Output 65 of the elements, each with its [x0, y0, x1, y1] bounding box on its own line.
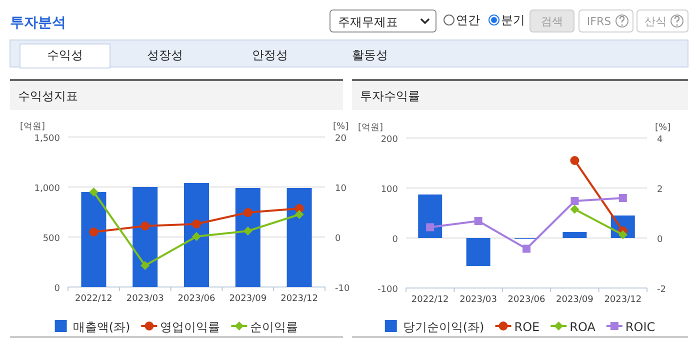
y2-tick-label: -10: [335, 284, 350, 294]
y-tick-label: 1,000: [34, 184, 60, 194]
y2-axis-title: [%]: [333, 122, 349, 132]
point: [192, 220, 201, 228]
y-tick-label: 200: [380, 135, 398, 145]
y-tick-label: 0: [392, 235, 398, 245]
page-header: 투자분석 주재무제표 연간 분기 검색 IFRS 산식 수익성 성장성 안정성 활동성: [10, 10, 688, 68]
bar: [562, 232, 587, 238]
legend-label: ROE: [514, 320, 540, 334]
y-axis-title: [억원]: [20, 122, 46, 132]
y2-tick-label: 0: [657, 235, 663, 245]
x-tick-label: 2022/12: [75, 294, 112, 304]
point: [570, 204, 580, 214]
x-tick-label: 2023/09: [556, 295, 594, 305]
bar: [235, 188, 260, 287]
y2-axis-title: [%]: [655, 123, 671, 133]
point: [140, 261, 150, 270]
y2-tick-label: -2: [657, 285, 666, 295]
chart-title: 투자수익률: [360, 89, 420, 103]
y-tick-label: 100: [380, 185, 398, 195]
legend-label: 순이익률: [250, 320, 298, 334]
point: [618, 194, 627, 202]
x-tick-label: 2023/06: [178, 294, 216, 304]
point: [243, 226, 252, 236]
x-tick-label: 2023/12: [280, 294, 318, 304]
y-tick-label: -100: [378, 285, 398, 295]
y2-tick-label: 4: [657, 135, 663, 145]
y-tick-label: 0: [54, 284, 60, 294]
point: [140, 222, 150, 230]
legend-label: 당기순이익(좌): [402, 320, 484, 334]
y-axis-title: [억원]: [358, 123, 384, 133]
x-tick-label: 2023/06: [508, 295, 546, 305]
point: [570, 156, 580, 165]
bar: [466, 238, 490, 266]
chart-title: 수익성지표: [18, 89, 78, 103]
bar: [81, 192, 106, 287]
y-tick-label: 1,500: [34, 134, 60, 144]
point: [89, 188, 98, 196]
x-tick-label: 2023/03: [126, 294, 164, 304]
x-tick-label: 2023/03: [460, 295, 497, 305]
point: [426, 223, 434, 232]
x-tick-label: 2023/12: [604, 295, 642, 305]
legend-label: ROIC: [625, 320, 656, 334]
point: [294, 210, 304, 219]
y2-tick-label: 20: [335, 134, 347, 144]
point: [570, 197, 579, 205]
bar: [286, 188, 312, 287]
x-tick-label: 2022/12: [411, 295, 449, 305]
y2-tick-label: 0: [335, 234, 341, 244]
y2-tick-label: 2: [657, 185, 663, 195]
bar: [418, 194, 442, 238]
bar: [132, 187, 158, 287]
point: [474, 217, 482, 225]
legend-label: 매출액(좌): [72, 320, 130, 334]
x-tick-label: 2023/09: [229, 294, 267, 304]
y2-tick-label: 10: [335, 184, 347, 194]
point: [89, 228, 98, 236]
y-tick-label: 500: [42, 234, 60, 244]
bar: [184, 183, 209, 287]
point: [522, 244, 530, 253]
legend-label: 영업이익률: [160, 320, 220, 334]
point: [618, 230, 628, 240]
legend-label: ROA: [570, 320, 596, 334]
point: [192, 232, 201, 241]
point: [243, 208, 252, 217]
